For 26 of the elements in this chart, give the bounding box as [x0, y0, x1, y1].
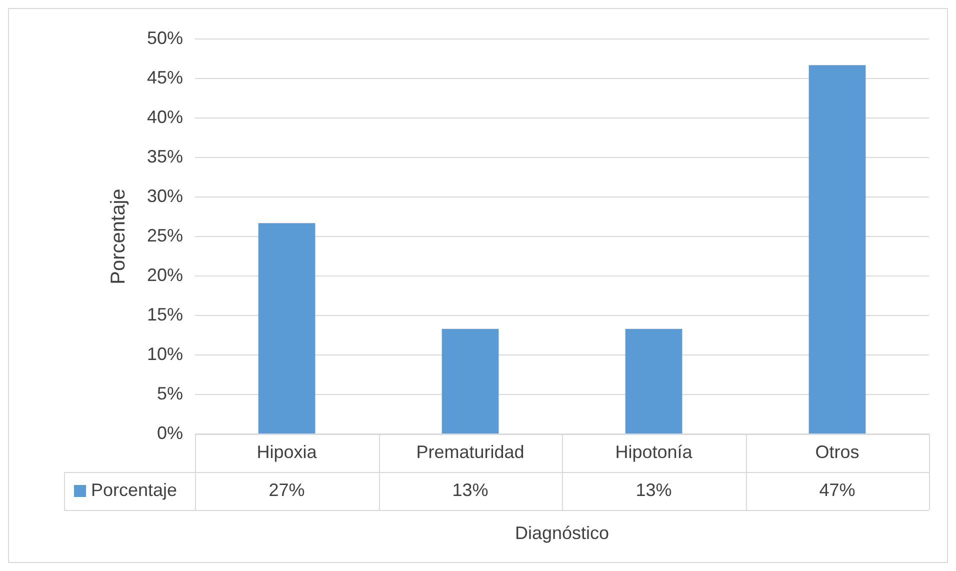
bar	[442, 328, 499, 434]
y-axis-title: Porcentaje	[108, 188, 130, 284]
x-tick-label: Hipoxia	[256, 442, 318, 462]
y-tick-label: 50%	[146, 28, 184, 48]
y-tick-label: 35%	[146, 146, 184, 166]
y-tick-label: 30%	[146, 186, 184, 206]
data-label: 13%	[636, 480, 672, 500]
legend-label: Porcentaje	[91, 480, 178, 500]
bar	[625, 328, 682, 434]
data-label: 27%	[268, 480, 305, 500]
x-axis-title: Diagnóstico	[514, 522, 610, 543]
y-tick-label: 15%	[146, 304, 184, 324]
bar	[258, 223, 316, 434]
data-label: 13%	[452, 480, 488, 500]
bar	[808, 65, 866, 434]
y-tick-label: 0%	[157, 422, 184, 443]
x-tick-label: Prematuridad	[416, 442, 524, 462]
x-tick-label: Otros	[815, 442, 860, 462]
y-tick-label: 20%	[146, 264, 184, 285]
y-tick-label: 5%	[157, 383, 184, 404]
y-tick-label: 40%	[146, 106, 184, 127]
data-label: 47%	[819, 480, 856, 500]
y-tick-label: 10%	[146, 344, 184, 364]
x-tick-label: Hipotonía	[615, 442, 694, 462]
y-tick-label: 25%	[146, 225, 184, 246]
y-tick-label: 45%	[146, 67, 184, 88]
